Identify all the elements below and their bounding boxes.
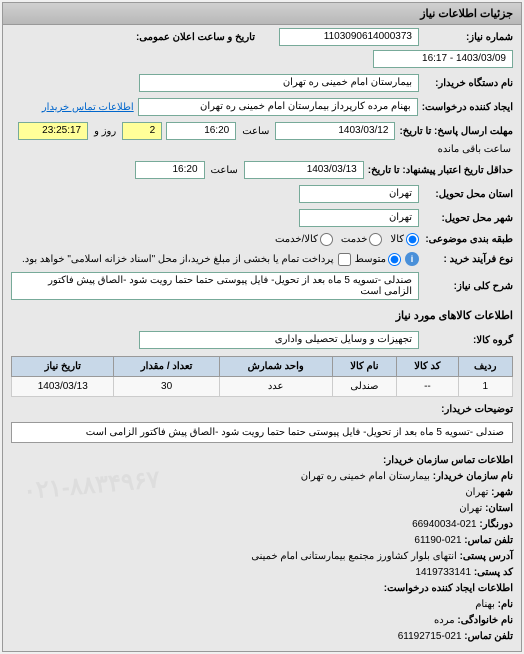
panel-title: جزئیات اطلاعات نیاز (3, 3, 521, 25)
cell-qty: 30 (114, 377, 219, 397)
deadline-to-date: 1403/03/13 (244, 161, 364, 179)
radio-medium[interactable] (388, 253, 401, 266)
delivery-city-label: شهر محل تحویل: (423, 213, 513, 224)
table-header-row: ردیف کد کالا نام کالا واحد شمارش تعداد /… (12, 357, 513, 377)
lname-label: نام خانوادگی: (457, 615, 513, 626)
contact-section: ۰۲۱-۸۸۳۴۹۶۷ اطلاعات تماس سازمان خریدار: … (3, 447, 521, 651)
table-wrapper: ردیف کد کالا نام کالا واحد شمارش تعداد /… (3, 356, 521, 397)
cphone-value: 021-61192715 (398, 631, 462, 642)
time-label-1: ساعت (242, 126, 269, 137)
delivery-city-value: تهران (299, 209, 419, 227)
row-deadline-from: مهلت ارسال پاسخ: تا تاریخ: 1403/03/12 سا… (3, 119, 521, 158)
payment-checkbox[interactable] (338, 253, 351, 266)
row-category: طبقه بندی موضوعی: کالا خدمت کالا/خدمت (3, 230, 521, 249)
process-option-medium[interactable]: متوسط (355, 253, 401, 266)
city-label: شهر: (491, 487, 513, 498)
table-row[interactable]: 1 -- صندلی عدد 30 1403/03/13 (12, 377, 513, 397)
deadline-to-time: 16:20 (135, 161, 205, 179)
address-value: انتهای بلوار کشاورز مجتمع بیمارستانی اما… (251, 551, 456, 562)
row-buyer-org: نام دستگاه خریدار: بیمارستان امام خمینی … (3, 71, 521, 95)
th-unit: واحد شمارش (219, 357, 332, 377)
creator-title: اطلاعات ایجاد کننده درخواست: (11, 581, 513, 597)
org-label: نام سازمان خریدار: (433, 471, 513, 482)
row-process: نوع فرآیند خرید : i متوسط پرداخت تمام یا… (3, 249, 521, 269)
buyer-org-label: نام دستگاه خریدار: (423, 78, 513, 89)
need-desc-value: صندلی -تسویه 5 ماه بعد از تحویل- فایل پی… (11, 272, 419, 300)
cell-unit: عدد (219, 377, 332, 397)
remaining-suffix: ساعت باقی مانده (438, 144, 511, 155)
details-panel: جزئیات اطلاعات نیاز شماره نیاز: 11030906… (2, 2, 522, 652)
announce-label: تاریخ و ساعت اعلان عمومی: (136, 32, 255, 43)
th-qty: تعداد / مقدار (114, 357, 219, 377)
requester-label: ایجاد کننده درخواست: (422, 102, 513, 113)
cell-code: -- (397, 377, 458, 397)
deadline-from-date: 1403/03/12 (275, 122, 395, 140)
goods-group-label: گروه کالا: (423, 335, 513, 346)
remaining-days: 2 (122, 122, 162, 140)
request-number-value: 1103090614000373 (279, 28, 419, 46)
contact-link[interactable]: اطلاعات تماس خریدار (42, 102, 134, 113)
phone-value: 021-61190 (414, 535, 461, 546)
prefix-value: 021-66940034 (412, 519, 477, 530)
deadline-from-label: مهلت ارسال پاسخ: تا تاریخ: (399, 126, 513, 137)
row-requester: ایجاد کننده درخواست: بهنام مرده کارپرداز… (3, 95, 521, 119)
category-option-goods[interactable]: کالا (390, 233, 419, 246)
province-label: استان: (485, 503, 513, 514)
postal-label: کد پستی: (474, 567, 513, 578)
buyer-notes-value: صندلی -تسویه 5 ماه بعد از تحویل- فایل پی… (11, 422, 513, 443)
request-number-label: شماره نیاز: (423, 32, 513, 43)
delivery-province-label: استان محل تحویل: (423, 189, 513, 200)
remaining-time: 23:25:17 (18, 122, 88, 140)
category-radios: کالا خدمت کالا/خدمت (275, 233, 419, 246)
th-date: تاریخ نیاز (12, 357, 114, 377)
buyer-org-value: بیمارستان امام خمینی ره تهران (139, 74, 419, 92)
th-name: نام کالا (332, 357, 397, 377)
row-request-number: شماره نیاز: 1103090614000373 تاریخ و ساع… (3, 25, 521, 71)
deadline-from-time: 16:20 (166, 122, 236, 140)
process-note: پرداخت تمام یا بخشی از مبلغ خرید،از محل … (22, 254, 334, 265)
province-value: تهران (459, 503, 482, 514)
category-option-both[interactable]: کالا/خدمت (275, 233, 333, 246)
announce-value: 1403/03/09 - 16:17 (373, 50, 513, 68)
row-need-desc: شرح کلی نیاز: صندلی -تسویه 5 ماه بعد از … (3, 269, 521, 303)
row-goods-group: گروه کالا: تجهیزات و وسایل تحصیلی واداری (3, 328, 521, 352)
time-label-2: ساعت (211, 165, 238, 176)
goods-section-title: اطلاعات کالاهای مورد نیاز (3, 303, 521, 328)
need-desc-label: شرح کلی نیاز: (423, 281, 513, 292)
radio-service[interactable] (369, 233, 382, 246)
row-delivery-city: شهر محل تحویل: تهران (3, 206, 521, 230)
process-radios: متوسط (355, 253, 401, 266)
phone-label: تلفن تماس: (464, 535, 513, 546)
lname-value: مرده (434, 615, 455, 626)
cell-row: 1 (458, 377, 512, 397)
category-label: طبقه بندی موضوعی: (423, 234, 513, 245)
requester-value: بهنام مرده کارپرداز بیمارستان امام خمینی… (138, 98, 418, 116)
org-value: بیمارستان امام خمینی ره تهران (301, 471, 430, 482)
row-buyer-notes: توضیحات خریدار: (3, 401, 521, 418)
cphone-label: تلفن تماس: (464, 631, 513, 642)
row-deadline-to: حداقل تاریخ اعتبار پیشنهاد: تا تاریخ: 14… (3, 158, 521, 182)
info-icon[interactable]: i (405, 252, 419, 266)
th-code: کد کالا (397, 357, 458, 377)
address-label: آدرس پستی: (460, 551, 513, 562)
cell-name: صندلی (332, 377, 397, 397)
delivery-province-value: تهران (299, 185, 419, 203)
th-row: ردیف (458, 357, 512, 377)
row-delivery-province: استان محل تحویل: تهران (3, 182, 521, 206)
process-label: نوع فرآیند خرید : (423, 254, 513, 265)
city-value: تهران (465, 487, 488, 498)
buyer-notes-label: توضیحات خریدار: (423, 404, 513, 415)
radio-both[interactable] (320, 233, 333, 246)
category-option-service[interactable]: خدمت (341, 233, 383, 246)
deadline-to-label: حداقل تاریخ اعتبار پیشنهاد: تا تاریخ: (368, 165, 513, 176)
name-label: نام: (498, 599, 513, 610)
days-label: روز و (94, 126, 116, 137)
goods-table: ردیف کد کالا نام کالا واحد شمارش تعداد /… (11, 356, 513, 397)
goods-group-value: تجهیزات و وسایل تحصیلی واداری (139, 331, 419, 349)
name-value: بهنام (475, 599, 495, 610)
prefix-label: دورنگار: (479, 519, 513, 530)
radio-goods[interactable] (406, 233, 419, 246)
postal-value: 1419733141 (415, 567, 471, 578)
cell-date: 1403/03/13 (12, 377, 114, 397)
